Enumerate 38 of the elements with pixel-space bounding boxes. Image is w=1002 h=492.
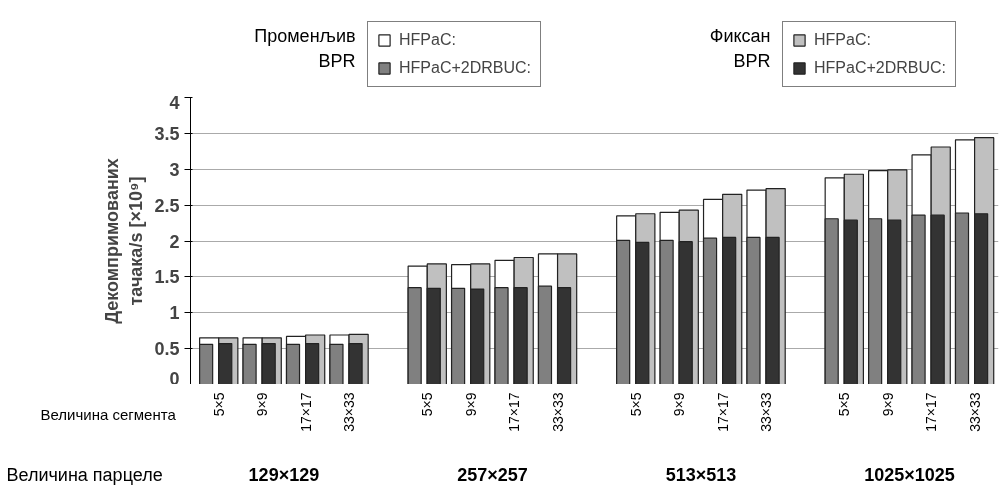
text: Променљив BPR xyxy=(254,26,356,71)
y-tick-label: 0 xyxy=(169,368,180,389)
y-tick-label: 1.5 xyxy=(154,267,180,288)
legend-label: HFPaC: xyxy=(814,31,871,49)
legend-label: HFPaC: xyxy=(399,31,456,49)
x-tick-label: 5×5 xyxy=(419,392,436,417)
y-tick-label: 3.5 xyxy=(154,123,180,144)
x-axis-title: Величина сегмента xyxy=(40,406,177,423)
y-tick-label: 4 xyxy=(169,92,180,113)
y-tick-label: 2 xyxy=(169,231,180,252)
x-tick-label: 17×17 xyxy=(297,392,314,432)
x-tick-label: 33×33 xyxy=(341,392,358,432)
legend-label: HFPaC+2DRBUC: xyxy=(399,59,532,77)
x-tick-label: 9×9 xyxy=(671,392,688,417)
x-tick-label: 5×5 xyxy=(836,392,853,417)
x-tick-label: 9×9 xyxy=(879,392,896,417)
text: Величина парцеле xyxy=(6,464,163,485)
text: 513×513 xyxy=(665,464,737,485)
text: Фиксан BPR xyxy=(709,26,771,71)
y-tick-label: 3 xyxy=(169,159,180,180)
x-tick-label: 17×17 xyxy=(923,392,940,432)
legend-label: HFPaC+2DRBUC: xyxy=(814,59,947,77)
text: 257×257 xyxy=(457,464,528,485)
x-tick-label: 17×17 xyxy=(714,392,731,432)
x-tick-label: 33×33 xyxy=(966,392,983,432)
text: 1025×1025 xyxy=(864,464,955,485)
x-tick-label: 9×9 xyxy=(462,392,479,417)
y-tick-label: 0.5 xyxy=(154,339,180,360)
x-tick-label: 17×17 xyxy=(506,392,523,432)
x-tick-label: 9×9 xyxy=(254,392,271,417)
x-tick-label: 33×33 xyxy=(549,392,566,432)
x-tick-label: 5×5 xyxy=(210,392,227,417)
text: 129×129 xyxy=(248,464,320,485)
x-tick-label: 5×5 xyxy=(627,392,644,417)
y-axis-title: Декомпримованих тачака/s [×10⁹] xyxy=(102,158,147,324)
y-tick-label: 1 xyxy=(169,303,180,324)
y-tick-label: 2.5 xyxy=(154,195,180,216)
x-tick-label: 33×33 xyxy=(758,392,775,432)
